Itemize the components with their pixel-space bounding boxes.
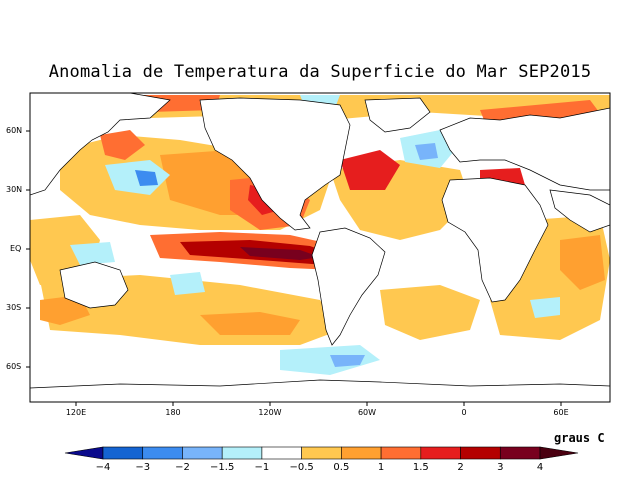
legend-bin-5 xyxy=(261,446,302,460)
lat-label-60n: 60N xyxy=(6,126,23,135)
lon-label-60e: 60E xyxy=(553,408,569,417)
legend-bin-4 xyxy=(221,446,263,460)
legend-tick-label: −2 xyxy=(175,462,190,473)
cold-anomaly-southern-ocean xyxy=(280,345,380,375)
legend-bin-1 xyxy=(102,446,144,460)
color-legend-bar xyxy=(64,446,579,460)
cold-anomaly-south-pacific xyxy=(170,272,205,295)
legend-bin-0 xyxy=(64,446,104,460)
land-africa xyxy=(441,177,549,303)
legend-tick-label: −1 xyxy=(254,462,270,473)
lon-label-60w: 60W xyxy=(357,408,377,417)
strong-warm-nw-atlantic xyxy=(340,150,400,190)
strong-warm-south-pacific xyxy=(200,312,300,335)
legend-tick-label: −1.5 xyxy=(210,462,235,473)
lat-label-30s: 30S xyxy=(6,303,22,312)
strong-warm-japan xyxy=(100,130,145,160)
land-australia xyxy=(59,261,129,309)
legend-bin-9 xyxy=(420,446,461,460)
legend-tick-label: 1 xyxy=(377,462,385,473)
anomaly-field xyxy=(30,93,610,402)
warm-region-south-atlantic xyxy=(380,285,480,340)
legend-bin-3 xyxy=(182,446,223,460)
lon-label-120e: 120E xyxy=(65,408,87,417)
legend-bin-10 xyxy=(460,446,501,460)
map-frame xyxy=(29,92,611,403)
cold-anomaly-west-pacific xyxy=(70,242,115,265)
lat-label-60s: 60S xyxy=(6,362,22,371)
legend-bin-2 xyxy=(142,446,183,460)
legend-tick-label: −0.5 xyxy=(289,462,314,473)
lon-label-180: 180 xyxy=(165,408,181,417)
cold-anomaly-north-atlantic-core xyxy=(415,143,438,160)
el-nino-tongue-peak xyxy=(240,247,320,260)
lat-label-eq: EQ xyxy=(10,244,22,253)
latitude-ticks xyxy=(26,130,30,368)
strong-warm-indian xyxy=(560,235,605,290)
land-north-america xyxy=(199,97,351,231)
cold-anomaly-bay-bengal xyxy=(530,297,560,318)
legend-bin-11 xyxy=(499,446,541,460)
map-title: Anomalia de Temperatura da Superficie do… xyxy=(48,62,592,82)
legend-bin-12 xyxy=(539,446,579,460)
legend-bin-6 xyxy=(301,446,342,460)
legend-tick-label: 0.5 xyxy=(333,462,350,473)
land-india-arabia xyxy=(549,189,610,233)
lon-label-0: 0 xyxy=(461,408,467,417)
legend-tick-label: 4 xyxy=(536,462,544,473)
cold-anomaly-southern-ocean-core xyxy=(330,355,365,367)
land-south-america xyxy=(311,227,386,346)
legend-bin-7 xyxy=(341,446,382,460)
legend-tick-label: 3 xyxy=(497,462,504,473)
legend-bin-8 xyxy=(380,446,422,460)
land-europe xyxy=(439,107,610,191)
legend-tick-label: −3 xyxy=(135,462,151,473)
longitude-ticks xyxy=(75,402,562,406)
legend-tick-label: 1.5 xyxy=(412,462,429,473)
land-asia-north xyxy=(30,93,171,196)
lat-label-30n: 30N xyxy=(6,185,23,194)
legend-tick-label: 2 xyxy=(457,462,464,473)
land-masses xyxy=(30,93,610,402)
lon-label-120w: 120W xyxy=(258,408,282,417)
legend-tick-label: −4 xyxy=(95,462,111,473)
land-greenland xyxy=(364,97,431,133)
legend-units: graus C xyxy=(554,431,605,445)
cold-anomaly-nw-pacific-core xyxy=(135,170,158,186)
land-antarctica xyxy=(30,379,610,402)
